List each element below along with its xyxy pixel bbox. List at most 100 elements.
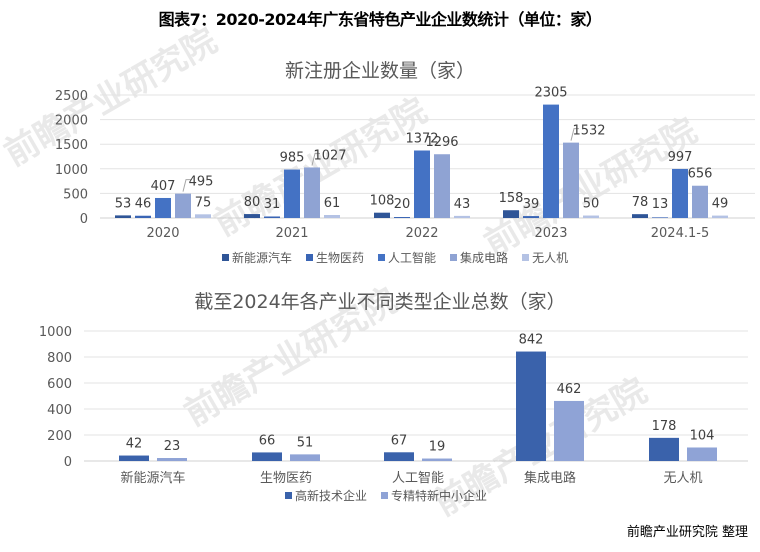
- legend-item: 专精特新中小企业: [381, 487, 487, 504]
- y-tick-label: 600: [47, 377, 72, 392]
- data-label: 20: [394, 197, 411, 212]
- bar: [632, 214, 648, 218]
- data-label: 1027: [313, 148, 346, 163]
- y-tick-label: 800: [47, 351, 72, 366]
- bar: [284, 169, 300, 218]
- data-label: 23: [164, 439, 181, 454]
- bar: [135, 215, 151, 218]
- data-label: 158: [499, 191, 524, 206]
- bar: [563, 142, 579, 218]
- x-category-label: 2021: [275, 226, 308, 241]
- x-category-label: 2020: [146, 226, 179, 241]
- x-category-label: 人工智能: [392, 471, 444, 486]
- legend-swatch-icon: [450, 254, 458, 261]
- bar: [374, 212, 390, 218]
- data-label: 75: [195, 195, 212, 210]
- data-label: 1372: [405, 131, 438, 146]
- bar: [244, 214, 260, 218]
- data-label: 2305: [534, 86, 567, 101]
- figure-title: 图表7：2020-2024年广东省特色产业企业数统计（单位：家）: [158, 10, 602, 29]
- bar: [523, 216, 539, 218]
- bar: [516, 351, 546, 461]
- legend-swatch-icon: [378, 254, 386, 261]
- data-label: 43: [454, 197, 471, 212]
- data-label: 50: [583, 197, 600, 212]
- data-label: 61: [324, 196, 341, 211]
- bar: [394, 217, 410, 218]
- y-tick-label: 1500: [55, 138, 88, 153]
- x-category-label: 2022: [405, 226, 438, 241]
- x-category-label: 2023: [534, 226, 567, 241]
- bar: [384, 452, 414, 461]
- data-label: 656: [688, 167, 713, 182]
- bar: [672, 168, 688, 218]
- data-label: 53: [115, 196, 132, 211]
- legend-swatch-icon: [306, 254, 314, 261]
- bar: [652, 217, 668, 218]
- data-label: 39: [523, 197, 540, 212]
- label-leader-line: [570, 128, 579, 141]
- bar: [304, 167, 320, 218]
- legend-label: 高新技术企业: [295, 489, 368, 503]
- y-tick-label: 0: [80, 212, 88, 227]
- bar: [712, 215, 728, 218]
- label-leader-line: [311, 152, 320, 166]
- data-label: 42: [126, 437, 143, 452]
- data-label: 1532: [572, 124, 605, 139]
- legend-label: 新能源汽车: [232, 251, 293, 265]
- chart1-plot: 0 500 1000 1500 2000 2500 53 46 407 495 75 2020 80 31…: [55, 86, 755, 241]
- chart1-title: 新注册企业数量（家）: [284, 60, 475, 82]
- data-label: 495: [189, 175, 214, 190]
- bar: [422, 458, 452, 461]
- data-label: 842: [519, 333, 544, 348]
- data-label: 19: [429, 440, 446, 455]
- legend-swatch-icon: [522, 254, 530, 261]
- legend-label: 生物医药: [316, 251, 365, 265]
- bar: [115, 215, 131, 218]
- bar: [503, 210, 519, 218]
- label-leader-line: [182, 179, 191, 192]
- y-tick-label: 1000: [39, 325, 72, 340]
- bar: [324, 214, 340, 218]
- data-label: 67: [391, 433, 408, 448]
- bar: [157, 458, 187, 461]
- legend-item: 生物医药: [306, 249, 364, 266]
- y-tick-label: 400: [47, 403, 72, 418]
- y-tick-label: 2500: [55, 89, 88, 104]
- y-tick-label: 500: [63, 187, 88, 202]
- y-tick-label: 0: [64, 455, 72, 470]
- data-label: 49: [712, 197, 729, 212]
- x-category-label: 集成电路: [524, 470, 576, 486]
- legend-label: 无人机: [532, 251, 569, 265]
- chart1-legend: 新能源汽车 生物医药 人工智能 集成电路 无人机: [222, 249, 568, 266]
- bar: [583, 215, 599, 218]
- legend-item: 新能源汽车: [222, 249, 292, 266]
- data-label: 13: [652, 197, 669, 212]
- data-label: 31: [264, 197, 281, 212]
- y-tick-label: 1000: [55, 163, 88, 178]
- bar: [155, 197, 171, 218]
- legend-item: 集成电路: [450, 249, 508, 266]
- data-label: 1296: [425, 135, 458, 150]
- x-category-label: 新能源汽车: [120, 470, 185, 486]
- legend-item: 人工智能: [378, 249, 436, 266]
- bar: [119, 455, 149, 461]
- data-label: 985: [280, 151, 305, 166]
- legend-swatch-icon: [222, 254, 229, 261]
- chart2-legend: 高新技术企业 专精特新中小企业: [285, 487, 487, 504]
- legend-label: 专精特新中小企业: [391, 489, 488, 503]
- data-label: 78: [632, 195, 649, 210]
- legend-item: 无人机: [522, 249, 568, 266]
- data-label: 997: [668, 150, 693, 165]
- x-category-label: 生物医药: [260, 471, 312, 486]
- data-label: 104: [690, 428, 715, 443]
- legend-swatch-icon: [285, 492, 292, 499]
- data-label: 407: [151, 179, 176, 194]
- legend-label: 集成电路: [460, 251, 509, 265]
- y-tick-label: 200: [47, 429, 72, 444]
- data-label: 51: [297, 435, 314, 450]
- data-label: 108: [370, 194, 395, 209]
- legend-swatch-icon: [381, 492, 389, 499]
- bar: [554, 400, 584, 461]
- bar: [454, 215, 470, 218]
